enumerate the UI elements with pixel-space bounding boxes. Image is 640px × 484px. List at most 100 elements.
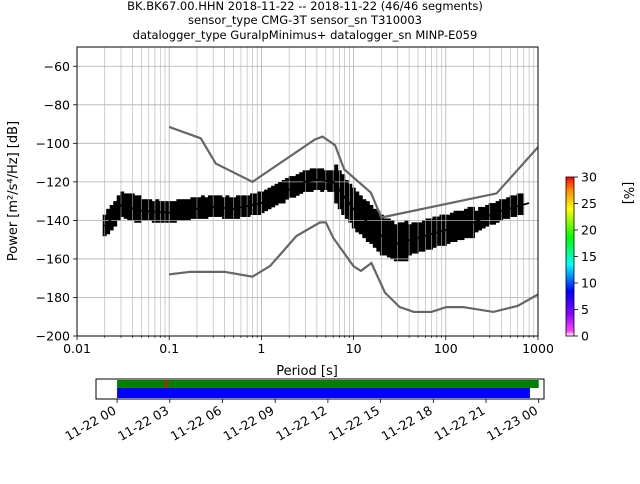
heatmap-cell (127, 195, 132, 198)
heatmap-cell (200, 203, 205, 206)
heatmap-cell (446, 216, 451, 219)
heatmap-cell (383, 243, 388, 246)
heatmap-cell (260, 208, 265, 212)
heatmap-cell (428, 224, 433, 227)
heatmap-cell (397, 233, 402, 237)
heatmap-cell (239, 195, 244, 198)
heatmap-cell (450, 235, 454, 239)
heatmap-cell (453, 230, 458, 233)
heatmap-cell (379, 224, 384, 227)
heatmap-cell (309, 187, 314, 190)
heatmap-cell (278, 191, 283, 194)
heatmap-cell (109, 224, 114, 227)
psd-density-heatmap (102, 164, 525, 262)
heatmap-cell (292, 189, 297, 192)
heatmap-cell (264, 203, 268, 206)
heatmap-cell (358, 210, 363, 214)
heatmap-cell (516, 199, 521, 202)
heatmap-cell (341, 179, 346, 183)
heatmap-cell (467, 212, 472, 216)
heatmap-cell (285, 197, 290, 200)
heatmap-cell (193, 214, 198, 217)
heatmap-cell (362, 212, 367, 216)
heatmap-cell (236, 204, 240, 208)
heatmap-cell (421, 245, 426, 248)
heatmap-cell (327, 181, 332, 185)
heatmap-cell (397, 243, 402, 246)
heatmap-cell (337, 197, 342, 200)
heatmap-cell (506, 204, 511, 208)
heatmap-cell (179, 210, 184, 214)
heatmap-cell (478, 206, 483, 210)
heatmap-cell (481, 220, 486, 223)
heatmap-cell (313, 187, 318, 190)
heatmap-cell (390, 228, 395, 231)
heatmap-cell (421, 239, 426, 242)
heatmap-cell (372, 224, 377, 227)
heatmap-cell (358, 212, 363, 216)
heatmap-cell (278, 189, 283, 192)
heatmap-cell (243, 210, 247, 214)
heatmap-cell (443, 218, 447, 221)
heatmap-cell (432, 237, 437, 241)
heatmap-cell (246, 203, 251, 206)
heatmap-cell (411, 230, 416, 233)
heatmap-cell (485, 224, 490, 227)
heatmap-cell (516, 203, 521, 206)
heatmap-cell (474, 230, 479, 233)
heatmap-cell (225, 195, 230, 198)
heatmap-cell (355, 199, 360, 202)
heatmap-cell (450, 239, 454, 242)
heatmap-cell (302, 187, 307, 190)
heatmap-cell (186, 199, 191, 202)
heatmap-cell (204, 201, 209, 204)
heatmap-cell (436, 239, 440, 242)
heatmap-cell (316, 185, 321, 189)
heatmap-cell (239, 197, 244, 200)
heatmap-cell (502, 204, 507, 208)
heatmap-cell (509, 195, 514, 198)
heatmap-cell (285, 181, 290, 185)
plot-frame (76, 46, 539, 337)
heatmap-cell (421, 224, 426, 227)
heatmap-cell (193, 204, 198, 208)
heatmap-cell (362, 233, 367, 237)
heatmap-cell (400, 222, 405, 225)
heatmap-cell (144, 201, 149, 204)
heatmap-cell (120, 203, 125, 206)
heatmap-cell (137, 220, 142, 223)
heatmap-cell (232, 210, 237, 214)
heatmap-cell (271, 187, 276, 190)
heatmap-cell (123, 193, 128, 196)
heatmap-cell (172, 220, 177, 223)
heatmap-cell (165, 203, 170, 206)
heatmap-cell (362, 235, 367, 239)
heatmap-cell (344, 201, 349, 204)
heatmap-cell (471, 235, 475, 239)
colorbar-tick-label: 10 (581, 276, 597, 291)
heatmap-cell (362, 231, 367, 235)
heatmap-cell (478, 214, 483, 217)
heatmap-cell (176, 208, 181, 212)
heatmap-cell (513, 214, 518, 217)
heatmap-cell (376, 247, 381, 250)
heatmap-cell (355, 212, 360, 216)
heatmap-cell (404, 255, 409, 258)
heatmap-cell (418, 237, 423, 241)
heatmap-cell (302, 172, 307, 175)
heatmap-cell (151, 208, 156, 212)
heatmap-cell (390, 245, 395, 248)
heatmap-cell (428, 235, 433, 239)
heatmap-cell (386, 228, 391, 231)
heatmap-cell (218, 210, 223, 214)
heatmap-cell (467, 206, 472, 210)
heatmap-cell (467, 233, 472, 237)
heatmap-cell (214, 201, 219, 204)
heatmap-cell (358, 231, 363, 235)
heatmap-cell (446, 239, 451, 242)
heatmap-cell (207, 204, 212, 208)
heatmap-cell (207, 214, 212, 217)
heatmap-cell (407, 241, 412, 244)
heatmap-cell (386, 233, 391, 237)
heatmap-cell (379, 249, 384, 252)
